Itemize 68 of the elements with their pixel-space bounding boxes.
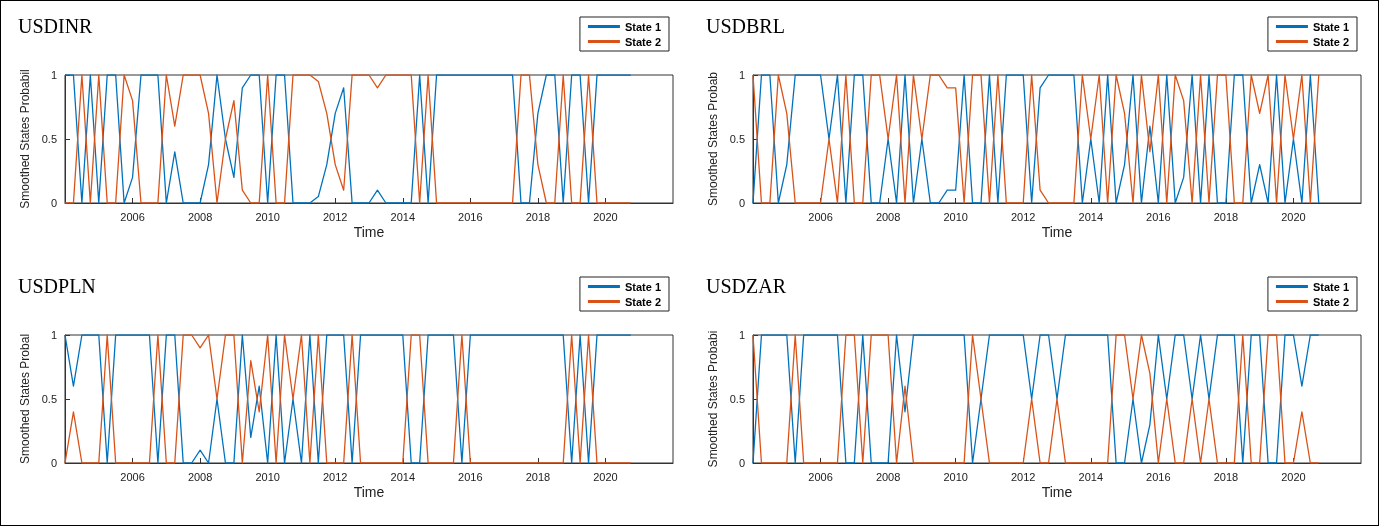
x-tick-label: 2018 bbox=[525, 210, 551, 223]
x-tick-label: 2018 bbox=[1213, 210, 1239, 223]
y-tick-label: 0 bbox=[50, 457, 57, 469]
x-axis-title: Time bbox=[1041, 224, 1073, 240]
y-tick-label: 0 bbox=[50, 197, 57, 209]
x-tick-label: 2010 bbox=[943, 210, 968, 223]
x-tick-label: 2012 bbox=[322, 210, 348, 223]
y-tick-label: 0.5 bbox=[729, 133, 745, 145]
x-tick-label: 2016 bbox=[458, 210, 483, 223]
y-tick-label: 0.5 bbox=[729, 393, 745, 405]
y-tick-label: 1 bbox=[50, 329, 57, 341]
x-tick-label: 2008 bbox=[187, 210, 213, 223]
legend-label: State 1 bbox=[624, 280, 662, 293]
legend-label: State 1 bbox=[624, 20, 662, 33]
x-tick-label: 2012 bbox=[1010, 470, 1036, 483]
x-tick-label: 2008 bbox=[875, 470, 901, 483]
legend-label: State 1 bbox=[1312, 280, 1350, 293]
x-tick-label: 2014 bbox=[1078, 210, 1104, 223]
legend-label: State 2 bbox=[624, 295, 662, 308]
legend-label: State 2 bbox=[1312, 35, 1350, 48]
legend-label: State 1 bbox=[1312, 20, 1350, 33]
x-tick-label: 2016 bbox=[1146, 470, 1171, 483]
x-tick-label: 2014 bbox=[1078, 470, 1104, 483]
chart-title: USDINR bbox=[18, 15, 94, 37]
x-tick-label: 2010 bbox=[943, 470, 968, 483]
x-tick-label: 2018 bbox=[1213, 470, 1239, 483]
chart-title: USDZAR bbox=[706, 275, 787, 297]
y-axis-title: Smoothed States Probab bbox=[705, 71, 720, 207]
y-axis-title: Smoothed States Probabi bbox=[705, 330, 720, 468]
x-tick-label: 2008 bbox=[875, 210, 901, 223]
x-tick-label: 2014 bbox=[390, 210, 416, 223]
y-tick-label: 0 bbox=[738, 197, 745, 209]
line-series bbox=[752, 74, 1320, 204]
x-tick-label: 2006 bbox=[120, 210, 145, 223]
y-axis-title: Smoothed States Probabil bbox=[17, 69, 32, 209]
x-tick-label: 2006 bbox=[120, 470, 145, 483]
x-tick-label: 2008 bbox=[187, 470, 213, 483]
x-tick-label: 2006 bbox=[808, 470, 833, 483]
chart-title: USDBRL bbox=[706, 15, 785, 37]
x-tick-label: 2006 bbox=[808, 210, 833, 223]
line-series bbox=[64, 334, 632, 464]
x-axis-title: Time bbox=[1041, 484, 1073, 500]
x-tick-label: 2020 bbox=[1281, 210, 1306, 223]
line-series bbox=[752, 334, 1320, 464]
x-axis-title: Time bbox=[353, 484, 385, 500]
x-tick-label: 2016 bbox=[1146, 210, 1171, 223]
line-series bbox=[64, 74, 632, 204]
x-tick-label: 2010 bbox=[255, 210, 280, 223]
y-tick-label: 0.5 bbox=[41, 393, 57, 405]
y-axis-title: Smoothed States Probal bbox=[17, 333, 32, 465]
y-tick-label: 1 bbox=[738, 69, 745, 81]
x-tick-label: 2020 bbox=[1281, 470, 1306, 483]
y-tick-label: 0.5 bbox=[41, 133, 57, 145]
y-tick-label: 1 bbox=[50, 69, 57, 81]
y-tick-label: 0 bbox=[738, 457, 745, 469]
x-tick-label: 2012 bbox=[1010, 210, 1036, 223]
x-tick-label: 2020 bbox=[593, 210, 618, 223]
x-tick-label: 2010 bbox=[255, 470, 280, 483]
legend-label: State 2 bbox=[1312, 295, 1350, 308]
legend-label: State 2 bbox=[624, 35, 662, 48]
x-tick-label: 2014 bbox=[390, 470, 416, 483]
x-axis-title: Time bbox=[353, 224, 385, 240]
x-tick-label: 2012 bbox=[322, 470, 348, 483]
x-tick-label: 2018 bbox=[525, 470, 551, 483]
x-tick-label: 2020 bbox=[593, 470, 618, 483]
y-tick-label: 1 bbox=[738, 329, 745, 341]
x-tick-label: 2016 bbox=[458, 470, 483, 483]
chart-title: USDPLN bbox=[18, 275, 96, 297]
